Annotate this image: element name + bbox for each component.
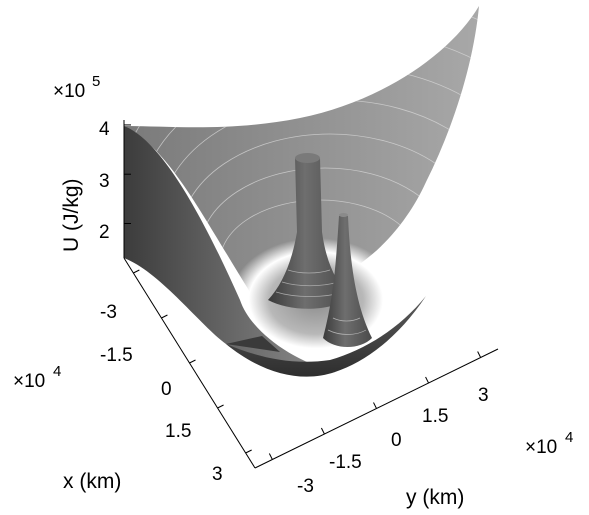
tick-mark	[268, 453, 273, 460]
y-exponent-power: 4	[565, 429, 573, 446]
y-tick-label: -1.5	[329, 452, 362, 473]
z-exponent-base: ×10	[53, 81, 85, 102]
tick-mark	[161, 314, 168, 319]
tick-mark	[245, 449, 252, 454]
x-exponent: ×10 4	[13, 363, 61, 392]
x-tick-labels: -3 -1.5 0 1.5 3	[100, 302, 223, 485]
second-column-top	[339, 213, 348, 217]
x-exponent-power: 4	[53, 363, 61, 380]
tick-mark	[320, 427, 325, 435]
z-axis-label: U (J/kg)	[60, 179, 83, 253]
surface-front-lip	[226, 296, 426, 377]
x-tick-label: 0	[161, 379, 172, 400]
y-tick-label: 3	[478, 385, 489, 406]
tick-mark	[217, 404, 224, 409]
x-exponent-base: ×10	[13, 371, 45, 392]
x-axis-label: x (km)	[63, 470, 121, 493]
z-tick-label: 3	[99, 171, 110, 192]
surface-back-wall	[124, 6, 479, 294]
x-tick-label: -1.5	[100, 345, 133, 366]
tick-mark	[373, 402, 377, 409]
z-exponent-power: 5	[92, 73, 100, 90]
tick-mark	[425, 376, 430, 384]
peaks	[268, 153, 372, 347]
z-tick-labels: 4 3 2	[99, 119, 110, 243]
y-tick-labels: -3 -1.5 0 1.5 3	[297, 385, 489, 497]
central-column-top	[295, 153, 320, 163]
tick-mark	[189, 359, 196, 364]
tick-marks	[124, 124, 482, 460]
tick-mark	[477, 351, 482, 358]
central-column	[268, 158, 350, 309]
x-tick-label: -3	[100, 302, 117, 323]
y-exponent-base: ×10	[525, 437, 557, 458]
surface-front-notch	[226, 336, 280, 352]
x-tick-label: 3	[212, 464, 223, 485]
x-tick-label: 1.5	[165, 421, 191, 442]
y-tick-label: 0	[391, 430, 402, 451]
z-tick-label: 2	[99, 222, 110, 243]
y-exponent: ×10 4	[525, 429, 573, 458]
z-exponent: ×10 5	[53, 73, 100, 102]
y-tick-label: 1.5	[422, 406, 448, 427]
second-column	[323, 216, 372, 347]
y-axis-label: y (km)	[406, 486, 464, 509]
z-tick-label: 4	[99, 119, 110, 140]
tick-mark	[133, 269, 140, 274]
second-column-contours	[327, 317, 367, 335]
y-tick-label: -3	[297, 476, 314, 497]
surface-left-wall	[124, 126, 335, 376]
